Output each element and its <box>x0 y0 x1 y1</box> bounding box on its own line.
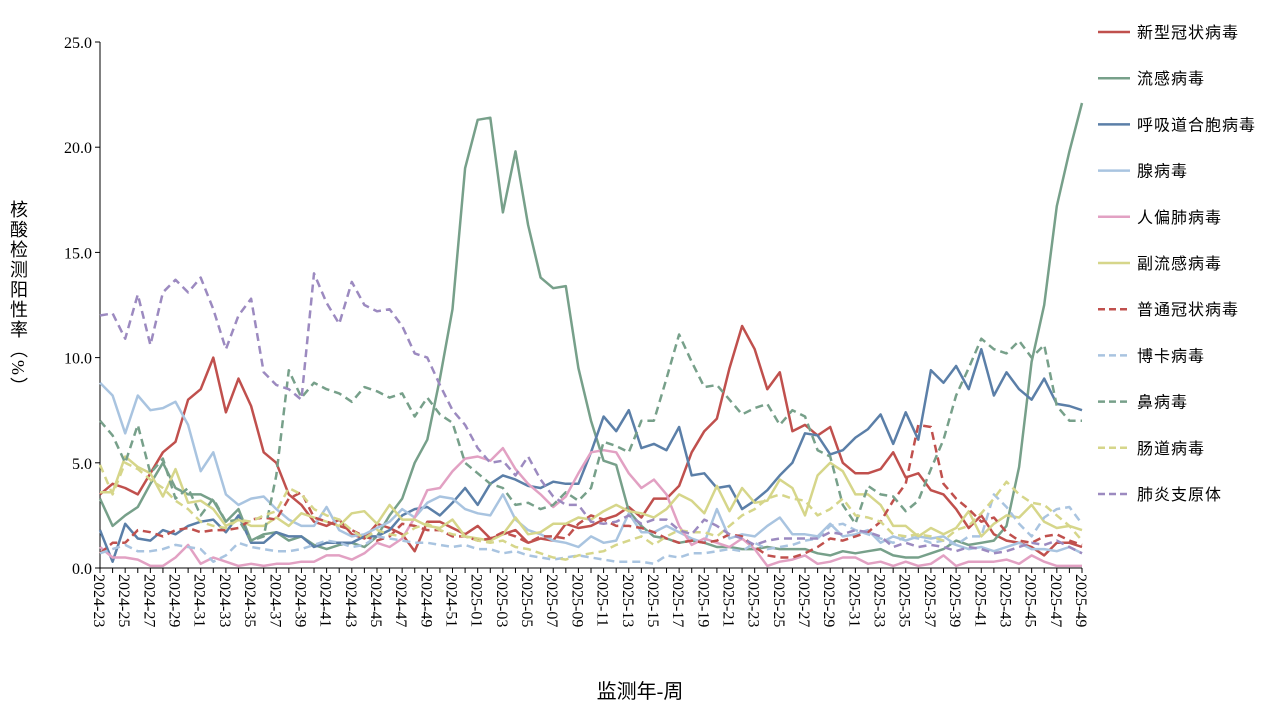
y-tick-label: 25.0 <box>64 35 92 52</box>
series-line <box>99 423 1083 559</box>
x-tick-label: 2025-29 <box>820 574 837 627</box>
x-tick-label: 2025-09 <box>568 574 585 627</box>
series-line <box>99 446 1082 568</box>
x-tick-label: 2025-13 <box>619 574 636 627</box>
x-tick-label: 2025-03 <box>493 574 510 627</box>
legend-label: 博卡病毒 <box>1137 347 1205 365</box>
x-tick-label: 2024-41 <box>317 574 334 627</box>
legend-label: 肺炎支原体 <box>1137 486 1222 504</box>
x-tick-label: 2025-01 <box>468 574 485 627</box>
x-tick-label: 2024-45 <box>367 574 384 627</box>
series-line <box>99 272 1083 555</box>
legend-label: 鼻病毒 <box>1137 394 1188 412</box>
x-tick-label: 2024-31 <box>191 574 208 627</box>
series-line <box>98 102 1084 559</box>
x-tick-label: 2025-15 <box>644 574 661 627</box>
x-tick-label: 2024-49 <box>417 574 434 627</box>
x-tick-label: 2025-25 <box>770 574 787 627</box>
series-line <box>99 324 1083 557</box>
x-tick-label: 2025-37 <box>921 574 938 627</box>
x-tick-label: 2024-43 <box>342 574 359 627</box>
legend-label: 人偏肺病毒 <box>1137 209 1222 227</box>
x-tick-label: 2025-49 <box>1072 574 1089 627</box>
x-tick-label: 2025-35 <box>896 574 913 627</box>
x-tick-label: 2025-43 <box>996 574 1013 627</box>
series-line <box>99 493 1084 566</box>
x-tick-label: 2024-39 <box>291 574 308 627</box>
x-tick-label: 2024-47 <box>392 574 409 627</box>
legend-label: 肠道病毒 <box>1137 440 1205 458</box>
x-tick-label: 2025-47 <box>1047 574 1064 627</box>
x-tick-label: 2025-17 <box>669 574 686 627</box>
x-axis-title: 监测年-周 <box>597 680 684 703</box>
x-tick-label: 2025-11 <box>594 574 611 627</box>
x-tick-label: 2024-29 <box>166 574 183 627</box>
series-line <box>99 381 1083 555</box>
y-axis-title: 核酸检测阳性率（%） <box>8 200 28 397</box>
x-tick-label: 2024-33 <box>216 574 233 627</box>
x-tick-label: 2024-25 <box>115 574 132 627</box>
y-tick-label: 15.0 <box>64 245 92 262</box>
series-line <box>100 455 1083 542</box>
x-tick-label: 2024-35 <box>241 574 258 627</box>
y-tick-label: 10.0 <box>64 351 92 368</box>
legend-label: 副流感病毒 <box>1137 255 1222 273</box>
x-tick-label: 2025-39 <box>946 574 963 627</box>
y-tick-label: 0.0 <box>72 561 92 578</box>
x-tick-label: 2025-33 <box>871 574 888 627</box>
legend-label: 腺病毒 <box>1137 163 1188 181</box>
x-tick-label: 2025-07 <box>543 574 560 627</box>
y-tick-label: 20.0 <box>64 140 92 157</box>
x-tick-label: 2025-31 <box>845 574 862 627</box>
x-tick-label: 2024-51 <box>443 574 460 627</box>
series-line <box>99 333 1082 542</box>
legend-label: 普通冠状病毒 <box>1137 301 1239 319</box>
x-tick-label: 2025-19 <box>694 574 711 627</box>
x-tick-label: 2025-41 <box>971 574 988 627</box>
series-line <box>98 461 1083 561</box>
x-tick-label: 2025-27 <box>795 574 812 627</box>
x-tick-label: 2025-23 <box>745 574 762 627</box>
x-tick-label: 2024-27 <box>140 574 157 627</box>
x-tick-label: 2024-23 <box>90 574 107 627</box>
x-tick-label: 2025-21 <box>719 574 736 627</box>
legend-label: 流感病毒 <box>1137 70 1205 88</box>
legend-label: 呼吸道合胞病毒 <box>1137 116 1256 134</box>
y-tick-label: 5.0 <box>72 456 92 473</box>
legend-label: 新型冠状病毒 <box>1137 24 1239 42</box>
x-tick-label: 2025-45 <box>1022 574 1039 627</box>
x-tick-label: 2025-05 <box>518 574 535 627</box>
x-tick-label: 2024-37 <box>266 574 283 627</box>
